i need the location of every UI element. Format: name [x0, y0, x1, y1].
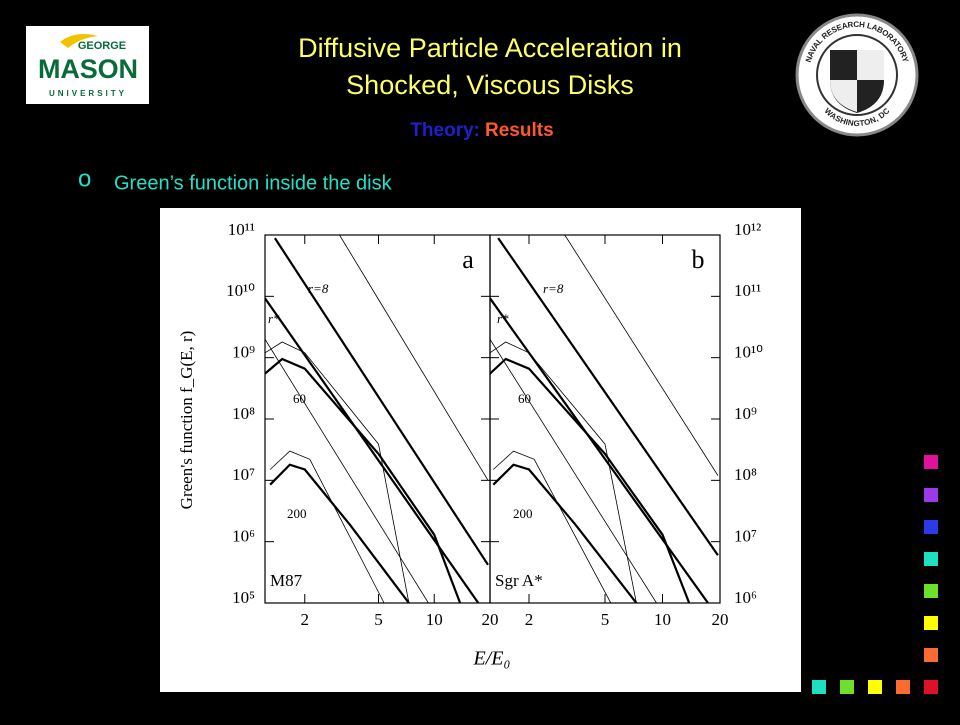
logo-background [26, 26, 149, 104]
x-tick-label: 5 [374, 610, 383, 629]
x-tick-label: 2 [301, 610, 310, 629]
curve-annotation: r* [497, 311, 509, 326]
curve [490, 297, 709, 603]
curve [490, 338, 657, 603]
logo-swoosh [60, 34, 98, 48]
curve-annotation: 60 [518, 391, 531, 406]
figure-background [160, 208, 801, 692]
y-tick-label: 10¹⁰ [226, 281, 255, 300]
y-tick-label: 10⁹ [232, 343, 255, 362]
bullet-text: Green’s function inside the disk [114, 172, 393, 194]
curve-annotation: r=8 [308, 281, 329, 296]
curve-annotation: Sgr A* [495, 571, 543, 590]
panel-label: b [692, 245, 705, 274]
y-axis-label: Green's function f_G(E, r) [177, 331, 196, 510]
y-tick-label: 10⁵ [232, 588, 255, 607]
subtitle-prefix: Theory: [410, 120, 480, 141]
curve [265, 338, 429, 603]
decor-square [924, 648, 938, 662]
panel-label: a [462, 245, 474, 274]
figure: 10⁵ 10⁶ 10⁷ 10⁸ 10⁹ 10¹⁰ 10¹¹ 2 5 10 20 a r=8 r* 60 200… [160, 208, 801, 692]
logo-text: GEORGE [78, 40, 126, 52]
logo-text: UNIVERSITY [49, 89, 127, 98]
curve [339, 235, 489, 481]
nrl-seal: NAVAL RESEARCH LABORATORY WASHINGTON, DC [795, 13, 919, 137]
subtitle: Theory: Results [410, 120, 553, 141]
seal-quarter [857, 50, 884, 80]
decor-square [896, 680, 910, 694]
y-tick-label: 10⁸ [734, 465, 757, 484]
bullet-marker: o [78, 165, 91, 192]
y-tick-label: 10⁶ [232, 527, 255, 546]
decor-square [924, 520, 938, 534]
y-tick-label: 10⁶ [734, 588, 757, 607]
curve-annotation: M87 [270, 571, 303, 590]
x-tick-label: 20 [712, 610, 729, 629]
curve [493, 450, 612, 603]
curve-annotation: 200 [287, 506, 307, 521]
x-tick-label: 10 [426, 610, 443, 629]
y-tick-label: 10¹⁰ [734, 343, 763, 362]
decor-square [924, 616, 938, 630]
x-tick-label: 2 [525, 610, 534, 629]
title-line: Diffusive Particle Acceleration in [298, 33, 682, 63]
seal-quarter [830, 80, 857, 112]
x-tick-label: 10 [654, 610, 671, 629]
y-tick-label: 10¹¹ [734, 281, 761, 300]
y-tick-label: 10¹² [734, 220, 761, 239]
decor-square [924, 455, 938, 469]
curve [265, 297, 480, 603]
y-tick-label: 10⁸ [232, 404, 255, 423]
curve [273, 237, 489, 566]
curve-annotation: 60 [293, 391, 306, 406]
curve [265, 341, 410, 603]
decor-square [840, 680, 854, 694]
curve [497, 237, 719, 556]
curve-annotation: r=8 [543, 281, 564, 296]
x-tick-label: 20 [482, 610, 499, 629]
curve [492, 463, 638, 603]
curve [490, 341, 637, 603]
title-line: Shocked, Viscous Disks [346, 70, 634, 100]
x-axis-label: E/E₀ [473, 648, 511, 670]
y-tick-label: 10⁷ [232, 465, 255, 484]
curve [269, 450, 385, 603]
y-tick-label: 10⁷ [734, 527, 757, 546]
decor-square [924, 584, 938, 598]
subtitle-emphasis: Results [485, 120, 554, 141]
x-tick-label: 5 [601, 610, 610, 629]
decor-square [924, 680, 938, 694]
decor-square [868, 680, 882, 694]
curve [269, 463, 410, 603]
decor-square [924, 488, 938, 502]
curve [564, 235, 719, 476]
y-tick-label: 10¹¹ [228, 220, 255, 239]
logo-text: MASON [38, 54, 138, 84]
decor-square [924, 552, 938, 566]
curve-annotation: r* [268, 311, 280, 326]
curve [490, 357, 691, 603]
decor-squares [812, 455, 938, 694]
curve-annotation: 200 [513, 506, 533, 521]
gmu-logo: GEORGE MASON UNIVERSITY [26, 26, 149, 104]
y-tick-label: 10⁹ [734, 404, 757, 423]
decor-square [812, 680, 826, 694]
curve [265, 357, 462, 603]
